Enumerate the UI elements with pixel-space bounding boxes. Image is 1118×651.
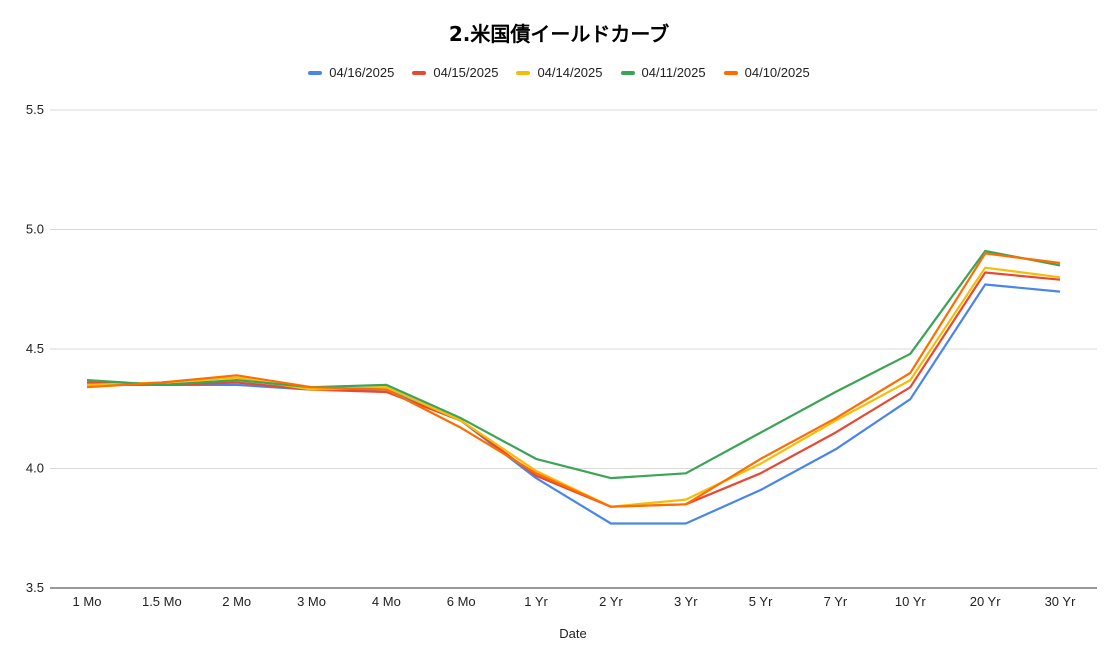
y-tick-label: 3.5	[26, 580, 44, 595]
x-tick-label: 5 Yr	[749, 594, 773, 609]
series-line-5[interactable]	[86, 252, 1061, 508]
x-tick-label: 2 Mo	[222, 594, 251, 609]
x-tick-label: 4 Mo	[372, 594, 401, 609]
x-tick-label: 1 Yr	[524, 594, 548, 609]
x-tick-label: 10 Yr	[895, 594, 927, 609]
legend-item-4[interactable]: 04/11/2025	[620, 65, 706, 80]
x-tick-label: 30 Yr	[1045, 594, 1077, 609]
legend-item-5[interactable]: 04/10/2025	[723, 65, 810, 80]
y-axis-ticks: 5.5 5.0 4.5 4.0 3.5	[26, 102, 44, 595]
x-tick-label: 3 Yr	[674, 594, 698, 609]
gridlines	[50, 109, 1097, 589]
x-tick-label: 7 Yr	[824, 594, 848, 609]
legend-item-3[interactable]: 04/14/2025	[516, 65, 603, 80]
legend: 04/16/2025 04/15/2025 04/14/2025 04/11/2…	[0, 65, 1118, 80]
legend-label-1: 04/16/2025	[329, 65, 395, 80]
legend-label-5: 04/10/2025	[744, 65, 810, 80]
series-lines	[86, 249, 1061, 525]
legend-item-1[interactable]: 04/16/2025	[308, 65, 394, 80]
y-tick-label: 4.5	[26, 341, 44, 356]
y-tick-label: 4.0	[26, 461, 44, 476]
legend-label-3: 04/14/2025	[537, 65, 603, 80]
legend-swatch-3	[516, 70, 531, 75]
legend-swatch-5	[723, 70, 738, 75]
y-tick-label: 5.5	[26, 102, 44, 117]
x-tick-label: 1.5 Mo	[142, 594, 182, 609]
y-tick-label: 5.0	[26, 222, 44, 237]
series-line-4[interactable]	[86, 249, 1061, 480]
x-axis-label: Date	[559, 626, 586, 641]
chart-title: 2.米国債イールドカーブ	[448, 22, 670, 46]
x-tick-label: 20 Yr	[970, 594, 1002, 609]
series-line-2[interactable]	[86, 271, 1061, 508]
x-axis-ticks: 1 Mo 1.5 Mo 2 Mo 3 Mo 4 Mo 6 Mo 1 Yr 2 Yr 3 Yr 5 …	[73, 594, 1077, 609]
x-tick-label: 6 Mo	[447, 594, 476, 609]
legend-label-2: 04/15/2025	[433, 65, 499, 80]
x-tick-label: 3 Mo	[297, 594, 326, 609]
legend-label-4: 04/11/2025	[641, 65, 706, 80]
series-line-3[interactable]	[86, 266, 1061, 508]
legend-swatch-1	[308, 70, 323, 75]
series-line-1[interactable]	[87, 283, 1061, 525]
x-tick-label: 2 Yr	[599, 594, 623, 609]
legend-swatch-4	[620, 70, 635, 75]
x-tick-label: 1 Mo	[73, 594, 102, 609]
legend-swatch-2	[412, 70, 427, 75]
legend-item-2[interactable]: 04/15/2025	[412, 65, 498, 80]
